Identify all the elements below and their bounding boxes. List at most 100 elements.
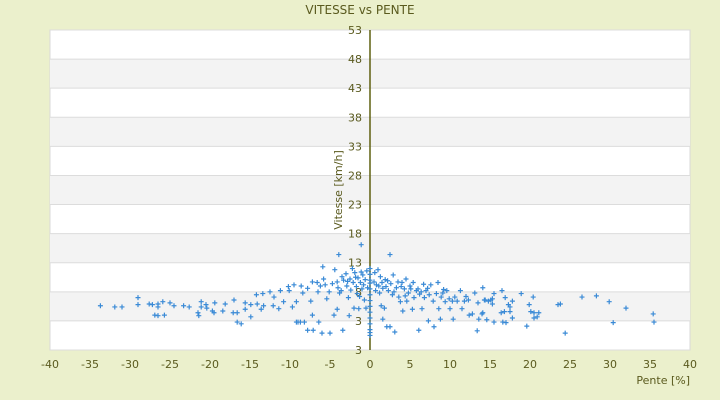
data-point [475,300,481,306]
data-point [181,303,187,309]
data-point [450,316,456,322]
data-point [348,287,354,293]
data-point [438,294,444,300]
data-point [380,285,386,291]
data-point [421,281,427,287]
data-point [248,314,254,320]
data-point [344,283,350,289]
x-axis-label: Pente [%] [636,374,690,387]
data-point [171,303,177,309]
data-point [426,292,432,298]
data-point [305,327,311,333]
x-tick-label: 25 [563,358,577,371]
data-point [606,299,612,305]
data-point [298,283,304,289]
data-point [317,283,323,289]
data-point [332,267,338,273]
data-point [401,286,407,292]
data-point [410,280,416,286]
data-point [530,294,536,300]
data-point [480,310,486,316]
data-point [238,321,244,327]
data-point [149,302,155,308]
data-point [334,306,340,312]
data-point [378,303,384,309]
data-point [364,268,370,274]
data-point [367,280,373,286]
data-point [135,302,141,308]
data-point [351,305,357,311]
data-point [411,295,417,301]
data-point [435,280,441,286]
data-point [353,274,359,280]
data-point [449,298,455,304]
data-point [507,304,513,310]
data-point [526,302,532,308]
data-point [392,329,398,335]
data-point [335,285,341,291]
data-point [385,288,391,294]
data-point [222,301,228,307]
data-point [310,327,316,333]
data-point [419,306,425,312]
data-point [509,298,515,304]
data-point [459,306,465,312]
data-point [321,276,327,282]
data-point [388,281,394,287]
data-point [196,313,202,319]
x-tick-label: 10 [443,358,457,371]
y-axis-label: Vitesse [km/h] [332,150,345,230]
data-point [367,298,373,304]
data-point [651,319,657,325]
data-point [167,300,173,306]
x-tick-label: -25 [161,358,179,371]
data-point [524,323,530,329]
data-point [349,266,355,272]
data-point [341,277,347,283]
data-point [425,318,431,324]
data-point [340,327,346,333]
data-point [309,312,315,318]
data-point [650,311,656,317]
data-point [319,330,325,336]
data-point [402,293,408,299]
data-point [383,284,389,290]
data-point [356,306,362,312]
data-point [557,301,563,307]
data-point [363,305,369,311]
data-point [198,304,204,310]
data-point [204,305,210,311]
data-point [409,306,415,312]
data-point [488,297,494,303]
data-point [324,296,330,302]
data-point [97,303,103,309]
data-point [308,298,314,304]
data-point [291,282,297,288]
data-point [444,288,450,294]
data-point [367,286,373,292]
data-point [534,314,540,320]
data-point [380,316,386,322]
data-point [258,306,264,312]
data-point [428,282,434,288]
data-point [220,308,226,314]
data-point [305,285,311,291]
data-point [499,288,505,294]
data-point [405,290,411,296]
data-point [528,309,534,315]
data-point [480,285,486,291]
data-point [489,301,495,307]
data-point [501,309,507,315]
data-point [367,309,373,315]
data-point [430,298,436,304]
data-point [465,297,471,303]
x-tick-label: 30 [603,358,617,371]
x-tick-label: -5 [325,358,336,371]
data-point [186,304,192,310]
x-tick-label: -15 [241,358,259,371]
data-point [379,280,385,286]
data-point [195,310,201,316]
data-point [367,332,373,338]
x-tick-label: 40 [683,358,697,371]
